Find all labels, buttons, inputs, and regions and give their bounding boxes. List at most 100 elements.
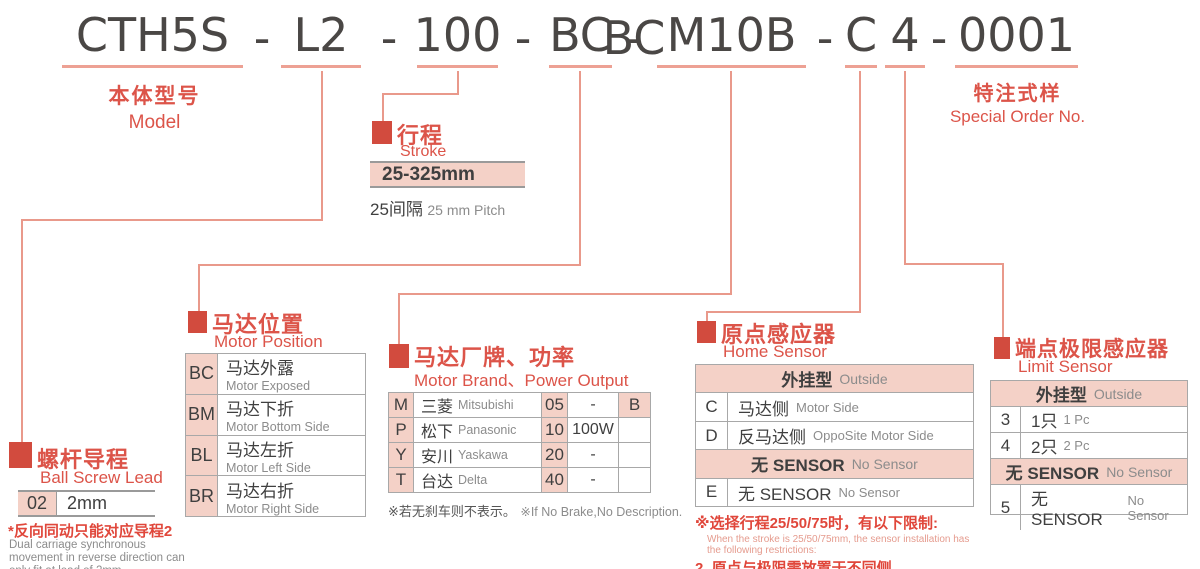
table-row: C 马达侧 Motor Side — [696, 393, 973, 422]
model-label-zh: 本体型号 — [108, 85, 201, 108]
motor-brand-code: P — [389, 418, 414, 442]
lead-note-en-line: only fit at lead of 2mm — [9, 565, 185, 569]
stroke-title-en: Stroke — [400, 143, 447, 160]
stroke-marker — [372, 121, 392, 144]
limit-sensor-zh: 1只 — [1031, 412, 1058, 431]
motor-brand-table: M 三菱 Mitsubishi 05 - B P 松下 Panasonic 10… — [388, 392, 651, 493]
connector-limit-sensor — [1002, 263, 1004, 339]
limit-outside-en: Outside — [1093, 385, 1143, 402]
motor-brand-zh: 松下 — [421, 424, 454, 441]
table-row: E 无 SENSOR No Sensor — [696, 478, 973, 507]
motor-position-en: Motor Left Side — [226, 460, 311, 475]
table-row: 3 1只 1 Pc — [991, 407, 1187, 433]
stroke-title-zh: 行程 — [397, 123, 444, 148]
motor-brand-note: ※若无刹车则不表示。 ※If No Brake,No Description. — [388, 501, 682, 521]
stroke-pitch-en: 25 mm Pitch — [427, 202, 506, 218]
motor-position-en: Motor Right Side — [226, 501, 320, 516]
home-note-placement-zh: 2. 原点与极限需放置于不同侧。 — [695, 560, 907, 569]
code-segment-limit-sensor: 4 — [885, 6, 925, 68]
callout-special-order: 特注式样 Special Order No. — [920, 77, 1115, 127]
motor-brand-code: Y — [389, 443, 414, 467]
motor-brand-code: M — [389, 393, 414, 417]
motor-brand-code: T — [389, 468, 414, 492]
power-code: 05 — [542, 393, 568, 417]
connector-stroke — [382, 93, 384, 123]
motor-position-zh: 马达右折 — [226, 481, 294, 501]
lead-note-en-line: Dual carriage synchronous — [9, 539, 146, 551]
stroke-pitch: 25间隔 25 mm Pitch — [370, 195, 505, 220]
home-sensor-en: Motor Side — [796, 399, 859, 415]
table-row: T 台达 Delta 40 - — [389, 468, 650, 492]
limit-nosensor-zh: 无 SENSOR — [1005, 464, 1100, 483]
motor-position-zh: 马达外露 — [226, 359, 294, 379]
table-row: M 三菱 Mitsubishi 05 - B — [389, 393, 650, 418]
power-code: 40 — [542, 468, 568, 492]
limit-outside-zh: 外挂型 — [1035, 386, 1087, 405]
table-row: BR 马达右折 Motor Right Side — [186, 476, 365, 516]
motor-brand-note-en: ※If No Brake,No Description. — [520, 505, 683, 519]
limit-sensor-code: 5 — [991, 485, 1021, 530]
motor-brand-zh: 安川 — [421, 449, 454, 466]
brake-code — [619, 418, 650, 442]
code-segment-stroke: 100 — [414, 6, 501, 68]
home-nosensor-zh: 无 SENSOR — [751, 456, 845, 476]
lead-note-en-line: movement in reverse direction can — [9, 552, 185, 564]
home-sensor-code: C — [696, 393, 728, 421]
motor-position-zh: 马达左折 — [226, 440, 294, 460]
table-header-row: 无 SENSOR No Sensor — [991, 459, 1187, 485]
connector-lead — [21, 219, 323, 221]
motor-position-title-en: Motor Position — [214, 332, 323, 351]
home-sensor-marker — [697, 321, 716, 343]
limit-sensor-zh: 无 SENSOR — [1031, 490, 1103, 529]
connector-home-sensor — [859, 71, 861, 313]
code-segment-special: 0001 — [955, 6, 1078, 68]
motor-brand-title-zh: 马达厂牌、功率 — [414, 345, 576, 370]
special-order-label-en: Special Order No. — [949, 107, 1086, 126]
connector-limit-sensor — [904, 71, 906, 265]
motor-position-en: Motor Exposed — [226, 379, 311, 394]
home-note-restriction-zh: ※选择行程25/50/75时，有以下限制: — [695, 515, 938, 532]
connector-limit-sensor — [904, 263, 1004, 265]
connector-home-sensor — [706, 311, 861, 313]
motor-brand-marker — [389, 344, 409, 368]
code-segment-motor-brand: M10B — [657, 6, 806, 68]
limit-sensor-en: No Sensor — [1127, 492, 1169, 523]
power-code: 20 — [542, 443, 568, 467]
motor-brand-en: Panasonic — [458, 423, 517, 437]
model-label-en: Model — [128, 112, 181, 133]
lead-note-en: Dual carriage synchronous movement in re… — [9, 539, 185, 569]
limit-sensor-table: 外挂型 Outside 3 1只 1 Pc 4 2只 2 Pc 无 SENSOR… — [990, 380, 1188, 530]
table-header-row: 外挂型 Outside — [991, 381, 1187, 407]
stroke-range-box: 25-325mm — [370, 161, 525, 188]
motor-position-code: BC — [186, 354, 218, 394]
special-order-label-zh: 特注式样 — [973, 83, 1062, 105]
table-row: BL 马达左折 Motor Left Side — [186, 435, 365, 477]
home-sensor-code: E — [696, 478, 728, 507]
limit-sensor-title-zh: 端点极限感应器 — [1015, 338, 1169, 361]
power-code: 10 — [542, 418, 568, 442]
table-row: 5 无 SENSOR No Sensor — [991, 485, 1187, 530]
motor-brand-en: Yaskawa — [458, 448, 508, 462]
code-segment-lead: L2 — [281, 6, 361, 68]
table-row: P 松下 Panasonic 10 100W — [389, 418, 650, 443]
ball-screw-lead-table: 02 2mm — [18, 490, 155, 517]
power-value: - — [568, 393, 619, 417]
note-line: When the stroke is 25/50/75mm, the senso… — [707, 534, 970, 545]
table-row: 4 2只 2 Pc — [991, 433, 1187, 459]
lead-value-cell: 2mm — [56, 492, 155, 515]
home-sensor-table: 外挂型 Outside C 马达侧 Motor Side D 反马达侧 Oppo… — [695, 364, 974, 507]
connector-lead — [321, 71, 323, 220]
code-separator: - — [816, 11, 834, 65]
limit-sensor-code: 3 — [991, 407, 1021, 432]
code-separator: - — [514, 11, 532, 65]
limit-sensor-code: 4 — [991, 433, 1021, 458]
home-sensor-code: D — [696, 421, 728, 450]
connector-home-sensor — [706, 311, 708, 322]
code-separator: - — [380, 11, 398, 65]
lead-note-zh: *反向同动只能对应导程2 — [8, 523, 173, 540]
power-value: - — [568, 468, 619, 492]
limit-sensor-en: 2 Pc — [1063, 438, 1090, 453]
connector-motor-position — [579, 71, 581, 266]
motor-position-table: BC 马达外露 Motor Exposed BM 马达下折 Motor Bott… — [185, 353, 366, 517]
connector-stroke — [382, 93, 459, 95]
